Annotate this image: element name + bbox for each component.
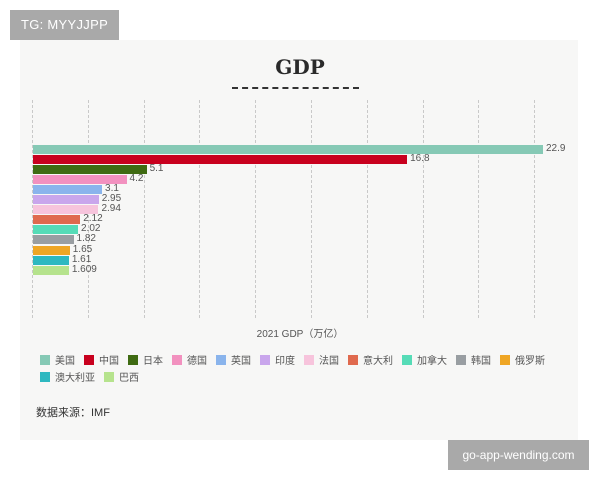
bar	[33, 235, 74, 245]
gridline	[143, 100, 145, 318]
legend-label: 中国	[99, 356, 119, 367]
bar	[33, 215, 81, 225]
legend-label: 俄罗斯	[515, 356, 545, 367]
bar	[33, 185, 103, 195]
bar	[33, 195, 99, 205]
legend-label: 英国	[231, 356, 251, 367]
legend-label: 巴西	[119, 373, 139, 384]
bar-value-label: 2.95	[101, 193, 122, 205]
gridline	[478, 100, 480, 318]
legend-item: 德国	[172, 351, 207, 368]
bar	[33, 175, 127, 185]
legend-label: 意大利	[363, 356, 393, 367]
legend-item: 韩国	[456, 351, 491, 368]
legend-item: 美国	[40, 351, 75, 368]
legend-swatch-icon	[216, 354, 226, 365]
legend-swatch-icon	[260, 354, 270, 365]
legend-swatch-icon	[104, 371, 114, 382]
gridline	[311, 100, 312, 318]
legend-label: 加拿大	[417, 356, 447, 367]
bar-value-label: 22.9	[545, 143, 566, 154]
bar	[33, 225, 78, 235]
legend-swatch-icon	[304, 354, 314, 365]
bar-value-label: 2.94	[101, 203, 121, 215]
bar-value-label: 1.65	[72, 243, 93, 255]
gridline	[366, 100, 368, 318]
legend-swatch-icon	[172, 354, 182, 365]
legend-item: 巴西	[104, 368, 139, 385]
legend-swatch-icon	[500, 354, 510, 365]
gridline	[422, 100, 424, 318]
bar-value-label: 1.82	[76, 233, 96, 245]
bar	[33, 245, 70, 255]
chart-title: GDP	[275, 55, 325, 79]
bar-value-label: 1.61	[71, 253, 92, 265]
bar	[33, 255, 69, 265]
legend-item: 日本	[128, 351, 163, 368]
legend-item: 俄罗斯	[500, 351, 545, 368]
legend-label: 法国	[319, 356, 339, 367]
legend-swatch-icon	[348, 354, 358, 365]
legend-swatch-icon	[128, 354, 138, 365]
legend-label: 日本	[143, 356, 163, 367]
legend-label: 澳大利亚	[55, 373, 95, 384]
legend-item: 中国	[84, 351, 119, 368]
bar	[33, 265, 69, 275]
bar-value-label: 16.8	[410, 153, 430, 165]
watermark-bottom-right: go-app-wending.com	[448, 440, 589, 470]
legend-swatch-icon	[84, 354, 94, 365]
title-underline	[232, 87, 359, 89]
legend-item: 印度	[260, 351, 295, 368]
bar	[33, 145, 543, 154]
legend-item: 澳大利亚	[40, 368, 95, 385]
bar	[33, 205, 99, 215]
watermark-top-left: TG: MYYJJPP	[10, 10, 119, 40]
legend-item: 意大利	[348, 351, 393, 368]
legend-swatch-icon	[456, 354, 466, 365]
gridline	[255, 100, 257, 318]
legend-label: 美国	[55, 356, 75, 367]
legend-swatch-icon	[40, 354, 50, 365]
legend-item: 法国	[304, 351, 339, 368]
bar-value-label: 2.02	[80, 223, 101, 235]
legend-item: 英国	[216, 351, 251, 368]
x-axis-label: 2021 GDP（万亿）	[256, 329, 344, 340]
legend-item: 加拿大	[402, 351, 447, 368]
source-note: 数据来源：IMF	[36, 407, 110, 419]
bar-value-label: 5.1	[149, 163, 164, 175]
bar-value-label: 3.1	[105, 183, 119, 195]
bar	[33, 155, 408, 165]
legend-label: 印度	[275, 356, 295, 367]
bar-value-label: 4.2	[129, 173, 144, 185]
bar	[33, 165, 147, 175]
gridline	[32, 100, 33, 318]
gridline	[534, 100, 536, 318]
legend-label: 韩国	[471, 356, 491, 367]
legend-label: 德国	[187, 356, 207, 367]
legend-swatch-icon	[40, 371, 50, 382]
legend: 美国 中国 日本 德国 英国 印度 法国 意大利 加拿大 韩国 俄罗斯澳大利亚 巴西	[40, 351, 580, 385]
bar-value-label: 1.609	[71, 263, 97, 275]
bar-value-label: 2.12	[83, 213, 103, 225]
gridline	[199, 100, 201, 318]
legend-swatch-icon	[402, 354, 412, 365]
